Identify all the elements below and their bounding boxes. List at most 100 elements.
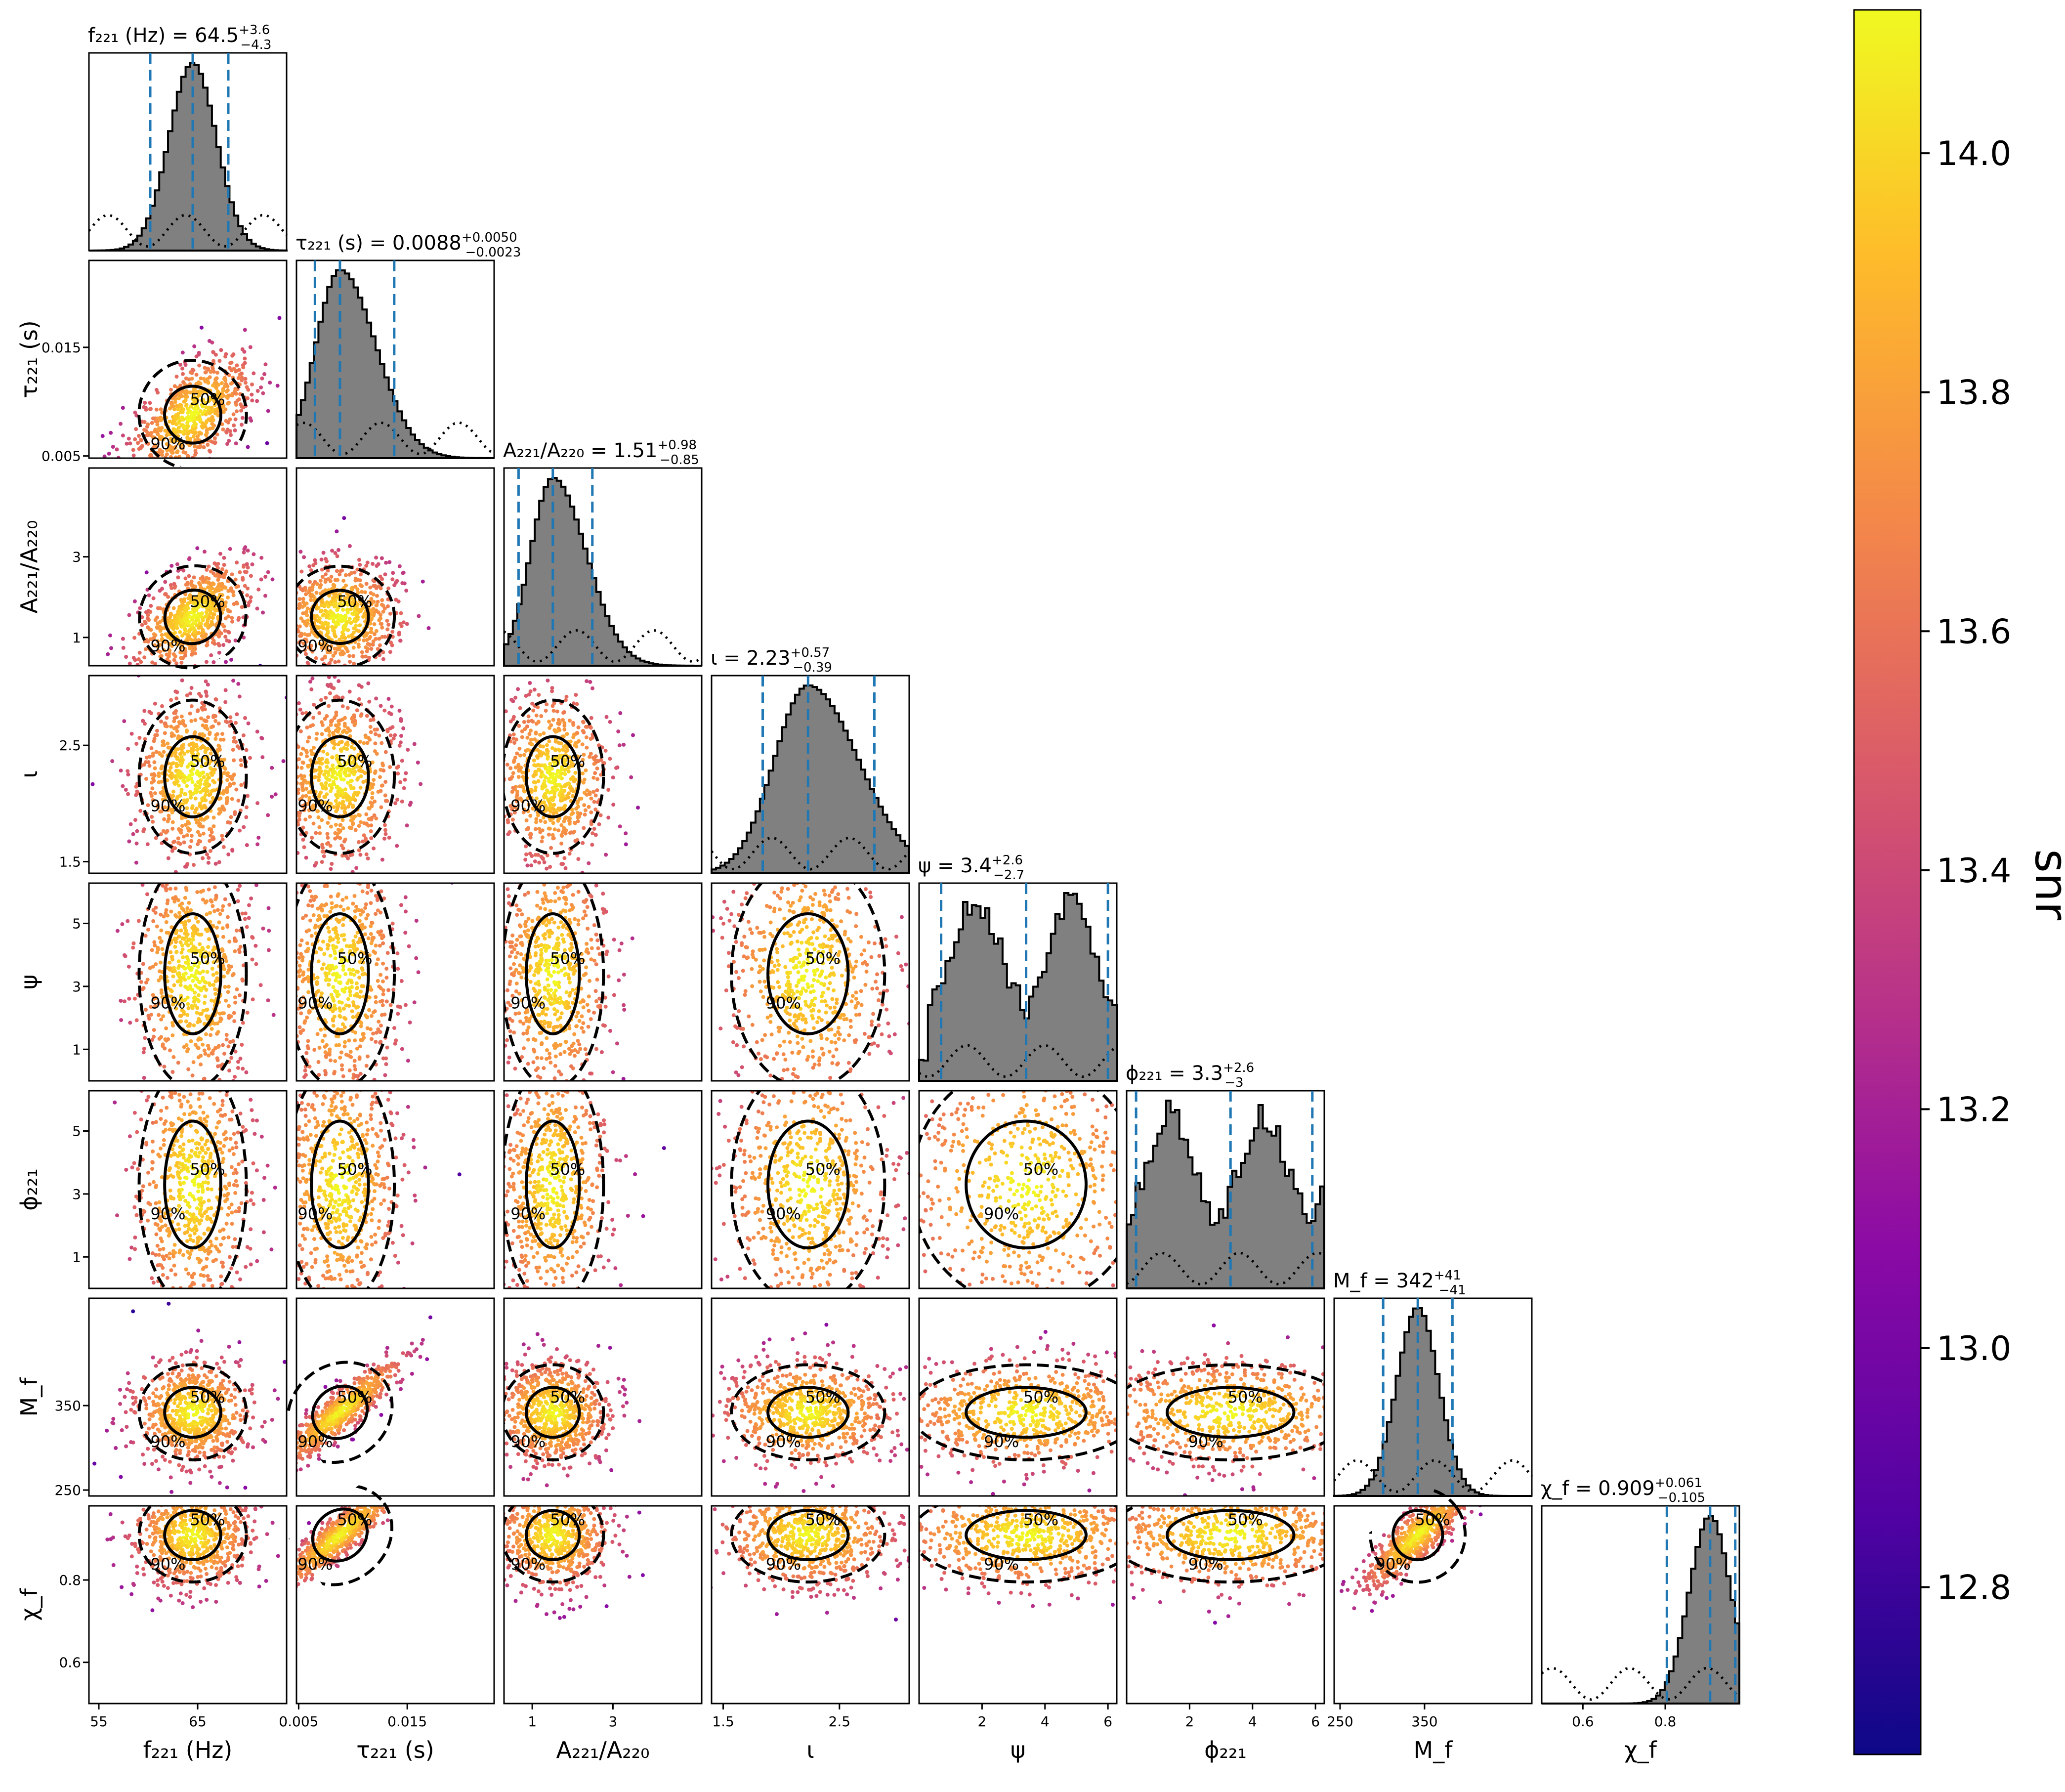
sample-point	[187, 635, 191, 640]
sample-point	[204, 604, 209, 608]
sample-point	[550, 746, 554, 750]
contour-50-label: 50%	[337, 592, 372, 611]
sample-point	[197, 418, 202, 422]
sample-point	[145, 892, 149, 896]
sample-point	[205, 431, 209, 435]
sample-point	[187, 557, 191, 561]
sample-point	[203, 623, 208, 627]
sample-point	[171, 627, 175, 631]
sample-point	[320, 567, 324, 572]
sample-point	[536, 720, 541, 725]
sample-point	[217, 359, 222, 363]
sample-point	[287, 611, 291, 615]
sample-point	[174, 914, 179, 919]
sample-point	[211, 639, 216, 643]
sample-point	[515, 799, 519, 804]
sample-point	[200, 764, 204, 768]
sample-point	[365, 560, 370, 565]
sample-point	[562, 789, 567, 793]
sample-point	[222, 1052, 226, 1056]
sample-point	[343, 770, 347, 775]
sample-point	[204, 412, 208, 417]
sample-point	[589, 822, 593, 826]
sample-point	[183, 649, 188, 654]
sample-point	[196, 830, 200, 834]
sample-point	[377, 637, 381, 641]
histogram-bars	[1333, 1307, 1532, 1497]
sample-point	[173, 689, 178, 694]
sample-point	[500, 804, 504, 808]
sample-point	[299, 796, 303, 801]
sample-point	[618, 824, 622, 829]
sample-point	[236, 888, 240, 892]
sample-point	[338, 718, 342, 723]
error-minus: −4.3	[240, 38, 271, 52]
sample-point	[143, 406, 148, 410]
histogram-panel-f221: f₂₂₁ (Hz) = 64.5+3.6 −4.3	[88, 23, 288, 252]
sample-point	[517, 746, 522, 751]
sample-point	[211, 418, 215, 422]
sample-point	[209, 653, 213, 657]
sample-point	[566, 795, 571, 800]
sample-point	[178, 630, 182, 634]
sample-point	[260, 755, 265, 760]
sample-point	[200, 796, 205, 801]
sample-point	[338, 836, 342, 840]
sample-point	[170, 619, 174, 623]
sample-point	[238, 1057, 243, 1061]
sample-point	[568, 819, 572, 824]
sample-point	[302, 555, 306, 559]
sample-point	[189, 1039, 193, 1043]
sample-point	[245, 1011, 250, 1015]
sample-point	[202, 550, 207, 554]
sample-point	[143, 934, 148, 938]
sample-point	[171, 606, 176, 610]
sample-point	[172, 839, 177, 844]
sample-point	[231, 679, 236, 683]
sample-point	[603, 748, 608, 753]
sample-point	[213, 411, 217, 416]
sample-point	[196, 965, 201, 969]
sample-point	[332, 779, 336, 784]
sample-point	[305, 802, 310, 806]
sample-point	[193, 651, 197, 656]
sample-point	[350, 633, 354, 638]
panel-frame	[503, 675, 703, 874]
sample-point	[208, 953, 212, 957]
sample-point	[151, 908, 156, 912]
sample-point	[236, 899, 240, 903]
sample-point	[192, 630, 197, 635]
sample-point	[179, 1014, 183, 1018]
sample-point	[170, 826, 175, 831]
sample-point	[336, 606, 340, 610]
sample-point	[184, 886, 188, 890]
sample-point	[201, 630, 206, 634]
sample-point	[297, 606, 301, 610]
sample-point	[216, 1045, 220, 1049]
sample-point	[242, 550, 246, 555]
sample-point	[165, 452, 169, 457]
sample-point	[223, 985, 227, 989]
sample-point	[351, 666, 355, 670]
sample-point	[249, 574, 253, 578]
sample-point	[186, 1006, 191, 1010]
sample-point	[236, 798, 241, 803]
sample-point	[383, 828, 387, 832]
sample-point	[555, 729, 559, 733]
panel-frame	[295, 675, 495, 874]
sample-point	[235, 363, 239, 368]
sample-point	[192, 399, 197, 403]
histogram-bars	[918, 892, 1118, 1082]
sample-point	[194, 807, 199, 811]
sample-point	[225, 790, 229, 794]
sample-point	[174, 617, 178, 622]
sample-point	[148, 401, 152, 405]
sample-point	[565, 732, 569, 736]
sample-point	[162, 1081, 166, 1085]
sample-point	[375, 594, 379, 598]
sample-point	[246, 603, 251, 608]
sample-point	[571, 701, 576, 706]
sample-point	[381, 657, 385, 661]
sample-point	[220, 567, 225, 571]
sample-point	[558, 774, 562, 778]
